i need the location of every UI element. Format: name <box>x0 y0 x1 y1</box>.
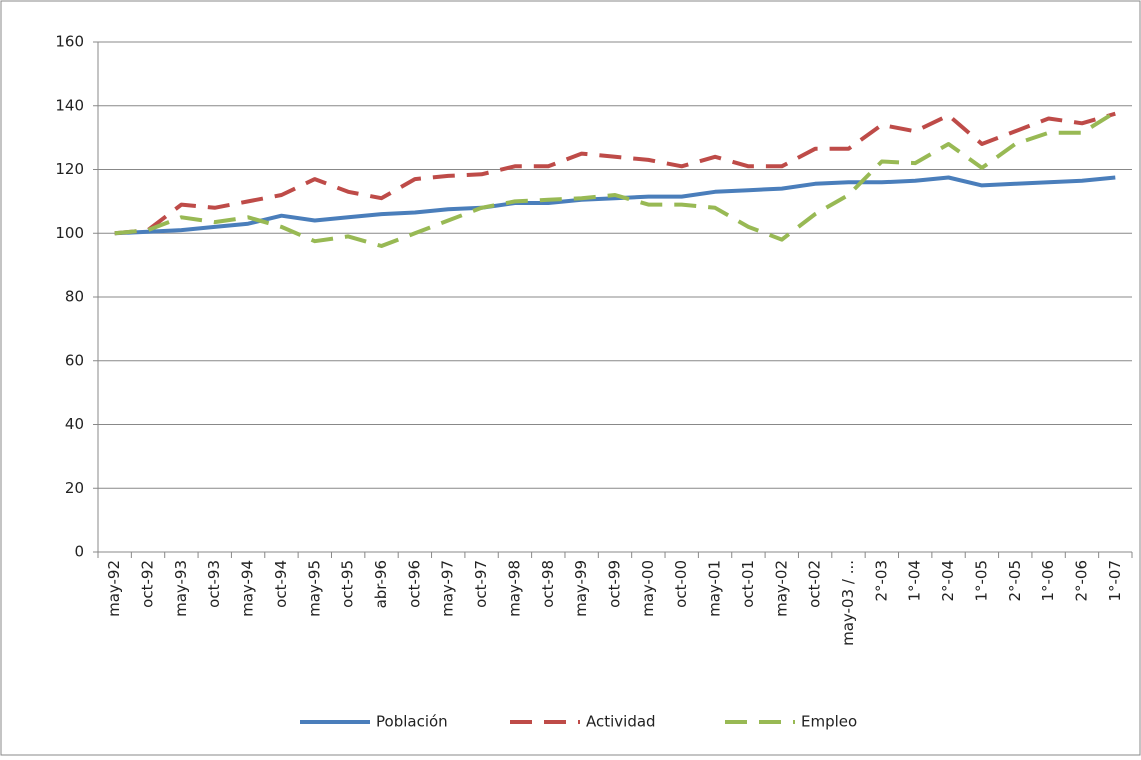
x-tick-label: may-03 / ... <box>839 560 857 646</box>
series-line <box>114 110 1117 248</box>
x-tick-label: may-95 <box>305 560 323 617</box>
x-tick-label: oct-00 <box>672 560 690 608</box>
x-tick-label: may-02 <box>772 560 790 617</box>
y-tick-label: 100 <box>55 224 84 242</box>
x-tick-label: may-97 <box>439 560 457 617</box>
y-tick-label: 80 <box>65 288 84 306</box>
x-tick-label: oct-94 <box>272 560 290 608</box>
x-tick-label: may-92 <box>105 560 123 617</box>
x-tick-label: may-01 <box>706 560 724 617</box>
legend-label: Empleo <box>801 713 857 731</box>
y-tick-label: 120 <box>55 160 84 178</box>
x-tick-label: abr-96 <box>372 560 390 608</box>
y-tick-label: 160 <box>55 33 84 51</box>
series-line <box>114 111 1116 236</box>
x-tick-label: 1°-05 <box>972 560 990 602</box>
series-line <box>114 175 1116 236</box>
x-tick-label: may-93 <box>172 560 190 617</box>
x-tick-label: may-98 <box>505 560 523 617</box>
x-tick-label: 1°-07 <box>1106 560 1124 602</box>
x-tick-label: oct-02 <box>806 560 824 608</box>
x-tick-label: oct-99 <box>606 560 624 608</box>
x-tick-label: oct-92 <box>139 560 157 608</box>
x-tick-label: 2°-04 <box>939 560 957 602</box>
x-tick-label: may-94 <box>239 560 257 617</box>
x-tick-label: oct-96 <box>405 560 423 608</box>
y-tick-label: 20 <box>65 479 84 497</box>
x-tick-label: 2°-06 <box>1072 560 1090 602</box>
y-tick-label: 60 <box>65 351 84 369</box>
y-tick-label: 40 <box>65 415 84 433</box>
legend-label: Población <box>376 713 448 731</box>
x-tick-label: may-99 <box>572 560 590 617</box>
legend-label: Actividad <box>586 713 656 731</box>
x-tick-label: oct-98 <box>539 560 557 608</box>
y-tick-label: 140 <box>55 96 84 114</box>
x-tick-label: oct-93 <box>205 560 223 608</box>
y-tick-label: 0 <box>74 543 84 561</box>
x-tick-label: oct-95 <box>339 560 357 608</box>
x-tick-label: 2°-05 <box>1006 560 1024 602</box>
x-tick-label: oct-01 <box>739 560 757 608</box>
x-tick-label: may-00 <box>639 560 657 617</box>
x-tick-label: 2°-03 <box>872 560 890 602</box>
x-tick-label: 1°-04 <box>906 560 924 602</box>
x-tick-label: 1°-06 <box>1039 560 1057 602</box>
x-tick-label: oct-97 <box>472 560 490 608</box>
